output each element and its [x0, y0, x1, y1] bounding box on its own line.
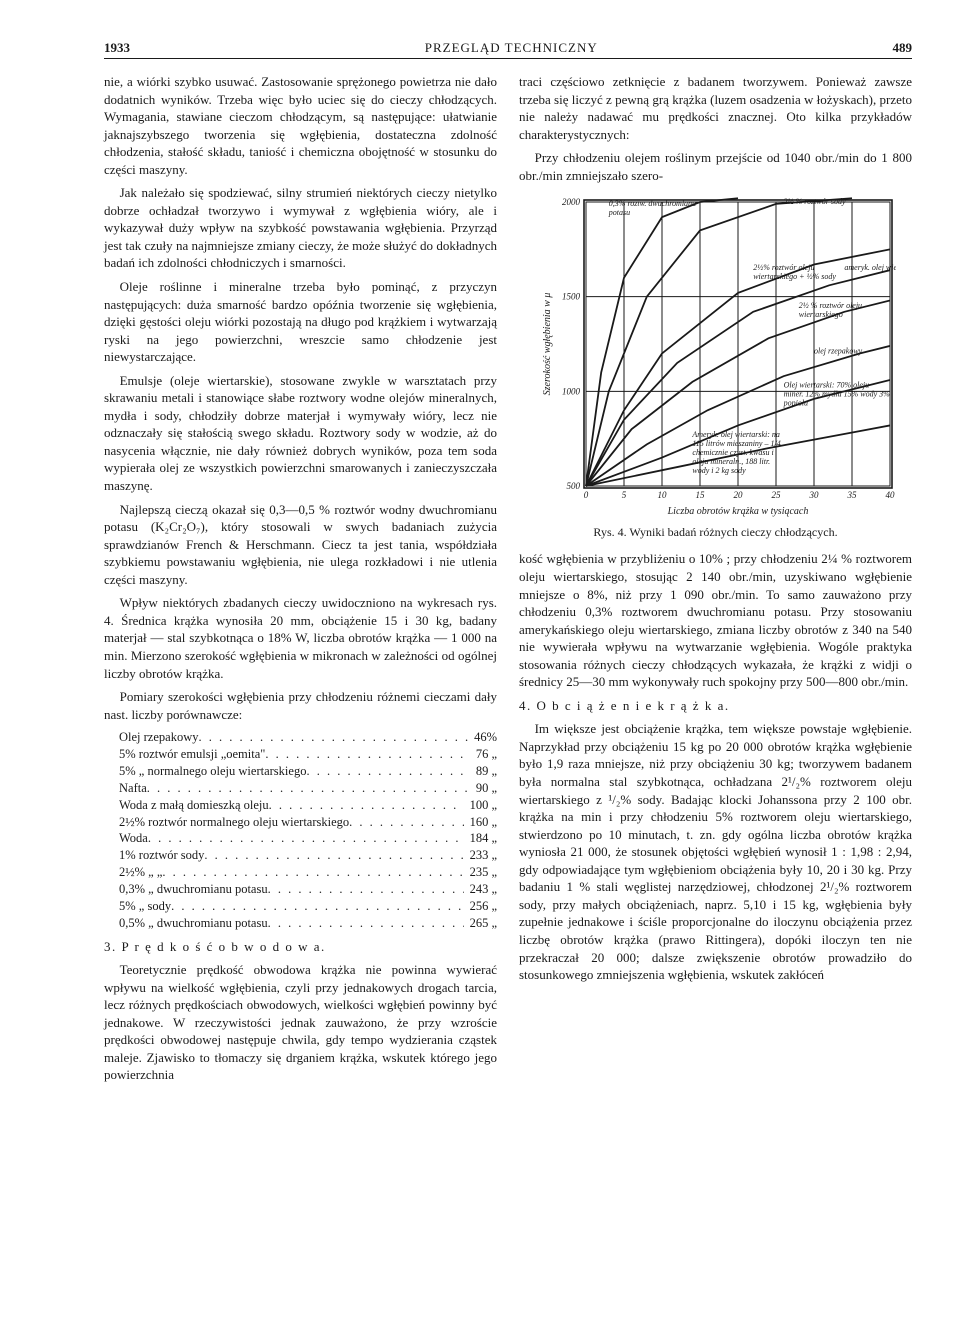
table-row: 0,3% „ dwuchromianu potasu 243 „ [119, 881, 497, 898]
table-row: 2½% roztwór normalnego oleju wiertarskie… [119, 814, 497, 831]
table-row: Nafta 90 „ [119, 780, 497, 797]
table-cell-value: 46% [468, 729, 497, 746]
svg-text:popiołu: popiołu [782, 399, 807, 408]
svg-text:15: 15 [695, 490, 705, 500]
table-cell-label: Nafta [119, 780, 470, 797]
svg-text:chemicznie czyst. kwasu i: chemicznie czyst. kwasu i [692, 448, 773, 457]
svg-text:2½% roztwór oleju: 2½% roztwór oleju [753, 263, 814, 272]
table-row: 0,5% „ dwuchromianu potasu 265 „ [119, 915, 497, 932]
table-cell-label: Woda [119, 830, 464, 847]
table-cell-label: Woda z małą domieszką oleju [119, 797, 464, 814]
table-row: Olej rzepakowy 46% [119, 729, 497, 746]
svg-text:oleju mineraln., 188 litr.: oleju mineraln., 188 litr. [692, 457, 770, 466]
page-number: 489 [892, 40, 912, 56]
table-cell-label: 2½% roztwór normalnego oleju wiertarskie… [119, 814, 464, 831]
para: Oleje roślinne i mineralne trzeba było p… [104, 278, 497, 366]
svg-text:10: 10 [657, 490, 667, 500]
svg-text:20: 20 [733, 490, 743, 500]
page-title: PRZEGLĄD TECHNICZNY [425, 40, 598, 56]
section-heading: 4. O b c i ą ż e n i e k r ą ż k a. [519, 697, 912, 715]
table-cell-label: 2½% „ „ [119, 864, 464, 881]
svg-text:30: 30 [808, 490, 819, 500]
page-year: 1933 [104, 40, 130, 56]
para: traci częściowo zetknięcie z badanem two… [519, 73, 912, 143]
para: Im większe jest obciążenie krążka, tem w… [519, 720, 912, 983]
svg-text:5: 5 [621, 490, 626, 500]
chart-svg: 0 5 10 15 20 25 30 35 40 500 1000 1500 2000 Liczba ob… [536, 190, 896, 520]
table-cell-value: 265 „ [464, 915, 497, 932]
table-cell-label: 1% roztwór sody [119, 847, 464, 864]
svg-text:0,3% roztw. dwuchromianu: 0,3% roztw. dwuchromianu [608, 199, 695, 208]
svg-text:wiertarskiego: wiertarskiego [798, 310, 842, 319]
table-cell-value: 76 „ [470, 746, 497, 763]
svg-text:Szerokość wgłębienia w μ: Szerokość wgłębienia w μ [542, 293, 553, 396]
table-row: 5% „ normalnego oleju wiertarskiego 89 „ [119, 763, 497, 780]
svg-text:25: 25 [771, 490, 781, 500]
svg-text:2½ % roztwór sody: 2½ % roztwór sody [783, 197, 845, 206]
table-cell-value: 243 „ [464, 881, 497, 898]
svg-text:40: 40 [885, 490, 895, 500]
para: Jak należało się spodziewać, silny strum… [104, 184, 497, 272]
table-row: 5% „ sody 256 „ [119, 898, 497, 915]
column-right: traci częściowo zetknięcie z badanem two… [519, 73, 912, 1090]
svg-text:miner. 12% mydła 15% wody 3%: miner. 12% mydła 15% wody 3% [783, 390, 890, 399]
table-cell-label: Olej rzepakowy [119, 729, 468, 746]
table-row: Woda z małą domieszką oleju 100 „ [119, 797, 497, 814]
svg-text:500: 500 [566, 481, 580, 491]
svg-text:Liczba obrotów krążka w tysiąc: Liczba obrotów krążka w tysiącach [666, 506, 808, 517]
svg-text:potasu: potasu [607, 208, 629, 217]
para: nie, a wiórki szybko usuwać. Zastosowani… [104, 73, 497, 178]
table-cell-value: 160 „ [464, 814, 497, 831]
section-heading: 3. P r ę d k o ś ć o b w o d o w a. [104, 938, 497, 956]
table-cell-label: 0,5% „ dwuchromianu potasu [119, 915, 464, 932]
table-cell-label: 5% roztwór emulsji „oemita" [119, 746, 470, 763]
para: Teoretycznie prędkość obwodowa krążka ni… [104, 961, 497, 1084]
para: Najlepszą cieczą okazał się 0,3—0,5 % ro… [104, 501, 497, 589]
table-cell-value: 90 „ [470, 780, 497, 797]
table-cell-label: 5% „ sody [119, 898, 464, 915]
svg-text:olej rzepakowy: olej rzepakowy [814, 347, 863, 356]
svg-text:1000: 1000 [562, 387, 581, 397]
svg-text:115 litrów mieszaniny – 1/4: 115 litrów mieszaniny – 1/4 [692, 439, 780, 448]
svg-text:wiertarskiego + ½% sody: wiertarskiego + ½% sody [753, 272, 836, 281]
para: kość wgłębienia w przybliżeniu o 10% ; p… [519, 550, 912, 690]
svg-text:2000: 2000 [562, 197, 581, 207]
table-row: 2½% „ „ 235 „ [119, 864, 497, 881]
svg-text:wody i 2 kg sody: wody i 2 kg sody [692, 466, 746, 475]
table-cell-value: 184 „ [464, 830, 497, 847]
table-row: 5% roztwór emulsji „oemita" 76 „ [119, 746, 497, 763]
para: Wpływ niektórych zbadanych cieczy uwidoc… [104, 594, 497, 682]
table-cell-value: 233 „ [464, 847, 497, 864]
svg-text:0: 0 [583, 490, 588, 500]
table-row: Woda 184 „ [119, 830, 497, 847]
table-cell-label: 0,3% „ dwuchromianu potasu [119, 881, 464, 898]
table-cell-value: 100 „ [464, 797, 497, 814]
para: Pomiary szerokości wgłębienia przy chłod… [104, 688, 497, 723]
svg-text:2½ % roztwór oleju: 2½ % roztwór oleju [798, 301, 861, 310]
table-cell-value: 256 „ [464, 898, 497, 915]
para: Emulsje (oleje wiertarskie), stosowane z… [104, 372, 497, 495]
svg-text:Ameryk. olej wiertarski: na: Ameryk. olej wiertarski: na [691, 430, 780, 439]
svg-text:ameryk. olej wiertarski: ameryk. olej wiertarski [844, 263, 896, 272]
svg-text:35: 35 [846, 490, 857, 500]
svg-text:Olej wiertarski: 70% oleju: Olej wiertarski: 70% oleju [783, 381, 869, 390]
coolant-table: Olej rzepakowy 46%5% roztwór emulsji „oe… [119, 729, 497, 932]
table-row: 1% roztwór sody 233 „ [119, 847, 497, 864]
para: Przy chłodzeniu olejem roślinym przejści… [519, 149, 912, 184]
svg-text:1500: 1500 [562, 292, 581, 302]
figure-caption: Rys. 4. Wyniki badań różnych cieczy chło… [519, 524, 912, 540]
figure-4: 0 5 10 15 20 25 30 35 40 500 1000 1500 2000 Liczba ob… [519, 190, 912, 540]
column-left: nie, a wiórki szybko usuwać. Zastosowani… [104, 73, 497, 1090]
table-cell-value: 89 „ [470, 763, 497, 780]
table-cell-value: 235 „ [464, 864, 497, 881]
table-cell-label: 5% „ normalnego oleju wiertarskiego [119, 763, 470, 780]
